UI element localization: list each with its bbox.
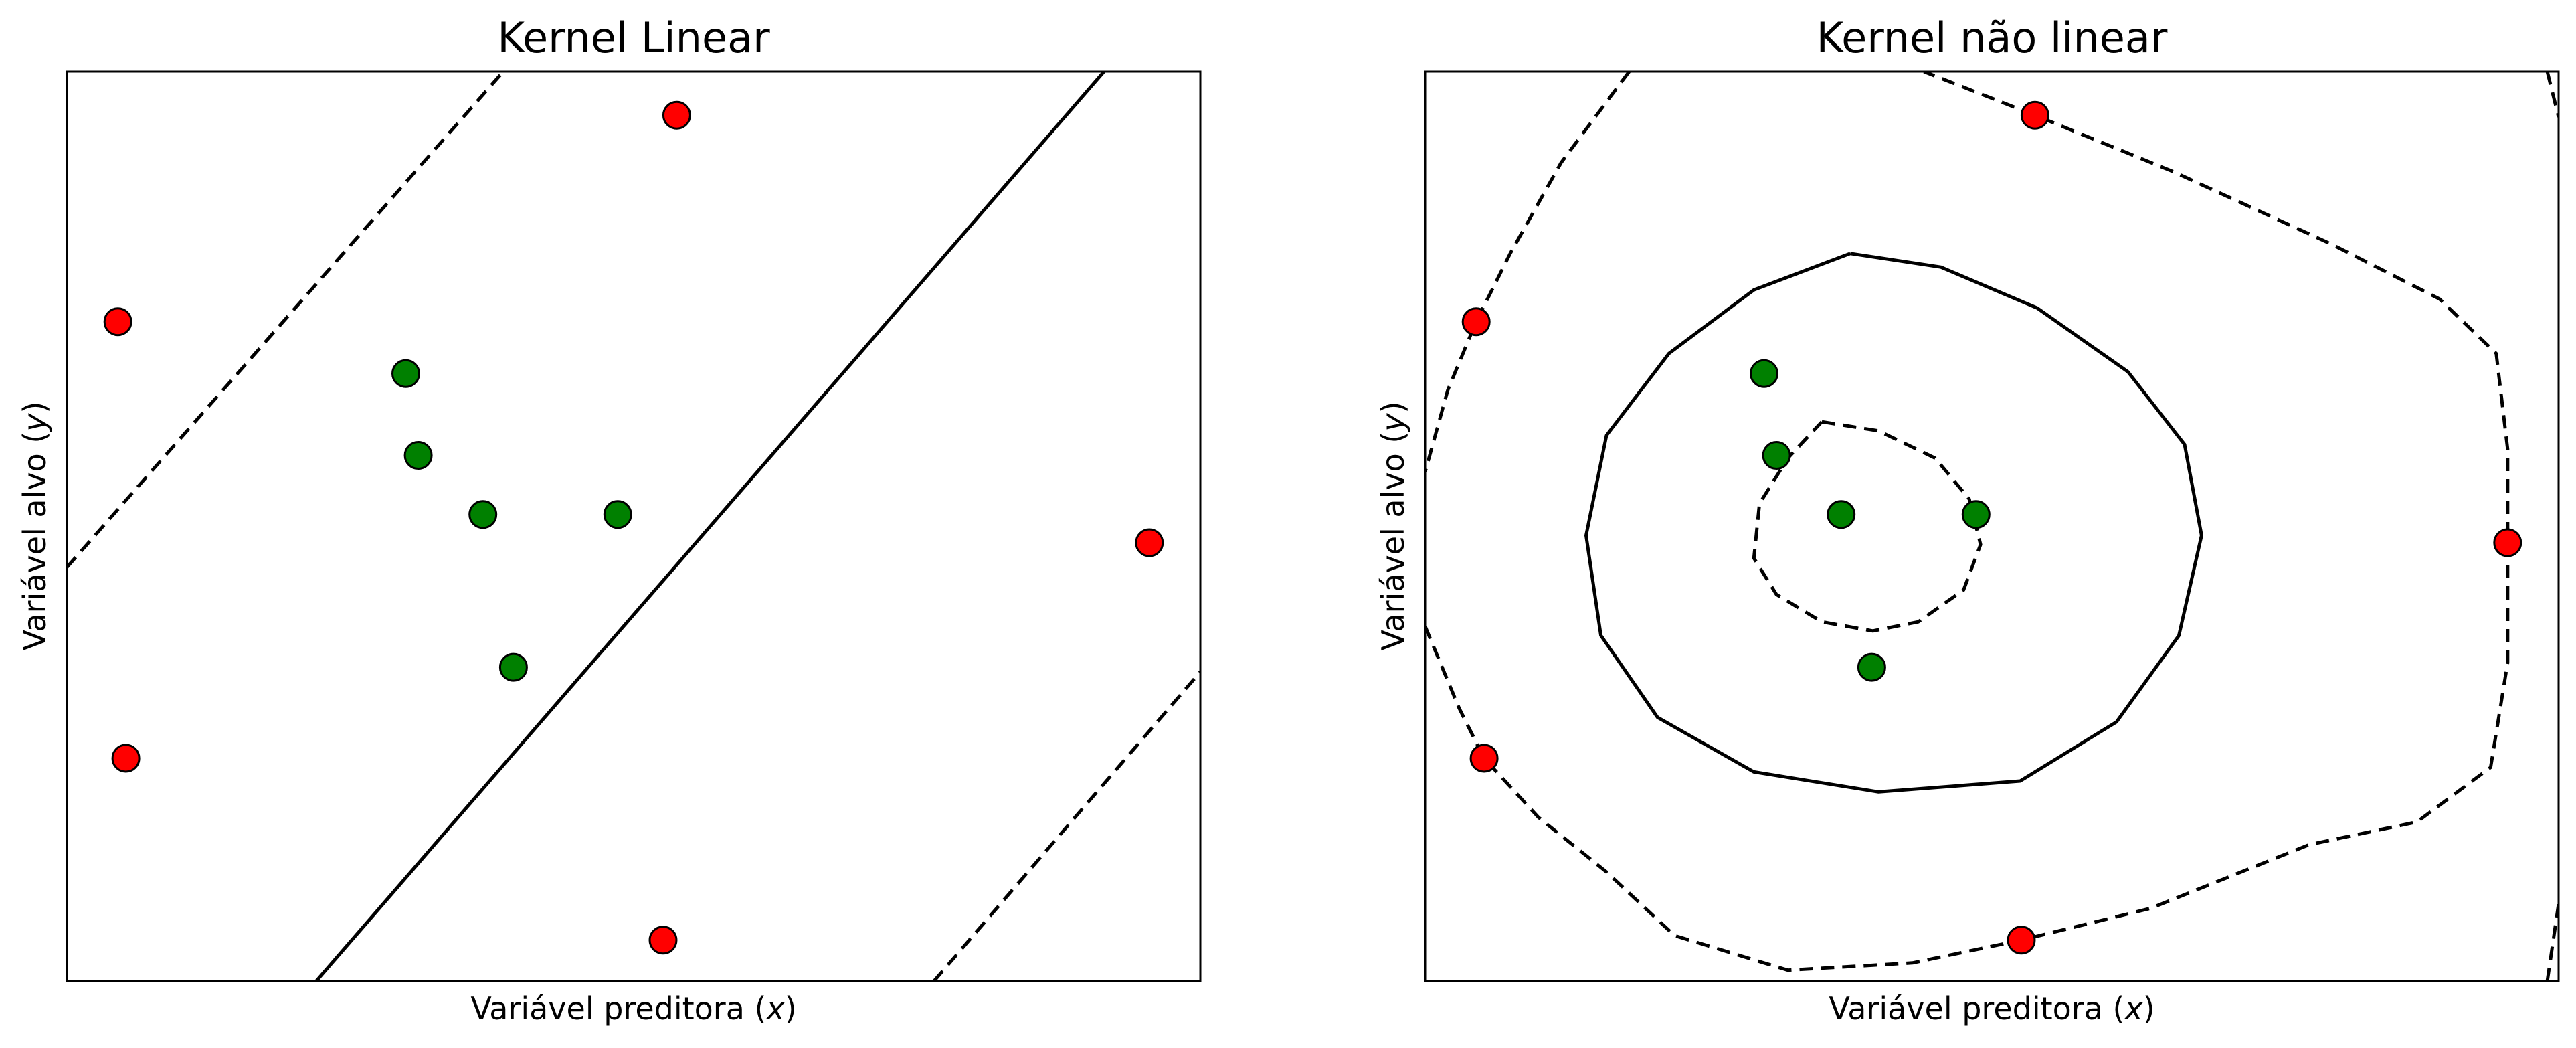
margin-line (2545, 903, 2559, 981)
data-point-green (603, 500, 632, 529)
data-point-red (2493, 528, 2522, 557)
plot-area (67, 72, 1200, 981)
data-point-red (662, 100, 691, 130)
margin-line (67, 72, 505, 569)
margin-line (933, 671, 1200, 981)
data-point-red (648, 926, 678, 955)
data-point-red (2020, 100, 2049, 130)
chart-title: Kernel Linear (497, 13, 770, 62)
x-axis-label: Variável preditora (x) (1829, 990, 2154, 1027)
data-point-red (1135, 528, 1164, 557)
data-point-green (391, 359, 420, 388)
decision-boundary-line (314, 72, 1105, 981)
data-point-green (403, 441, 433, 470)
data-point-red (1469, 744, 1499, 773)
y-axis-label: Variável alvo (y) (1375, 402, 1411, 651)
data-point-green (1857, 652, 1886, 682)
x-axis-label: Variável preditora (x) (470, 990, 796, 1027)
data-point-red (2007, 926, 2036, 955)
data-point-green (1827, 500, 1856, 529)
chart-linear-kernel: Kernel Linear Variável preditora (x) Var… (17, 13, 1202, 1027)
plot-area (1425, 72, 2559, 981)
data-point-green (1762, 441, 1791, 470)
data-point-red (103, 307, 132, 337)
data-point-green (1750, 359, 1778, 388)
decision-boundary-line (1584, 252, 2203, 794)
margin-line (1425, 72, 1631, 472)
data-point-green (1961, 500, 1991, 529)
data-point-green (468, 500, 498, 529)
margin-line (1425, 72, 2510, 972)
chart-nonlinear-kernel: Kernel não linear Variável preditora (x)… (1375, 13, 2560, 1027)
data-point-red (1461, 307, 1491, 337)
margin-line (2545, 72, 2559, 118)
data-point-red (111, 744, 141, 773)
axes-frame (1424, 70, 2560, 982)
y-axis-label: Variável alvo (y) (17, 402, 53, 651)
margin-line (1752, 420, 1983, 633)
axes-frame (66, 70, 1202, 982)
chart-title: Kernel não linear (1817, 13, 2168, 62)
data-point-green (498, 652, 528, 682)
